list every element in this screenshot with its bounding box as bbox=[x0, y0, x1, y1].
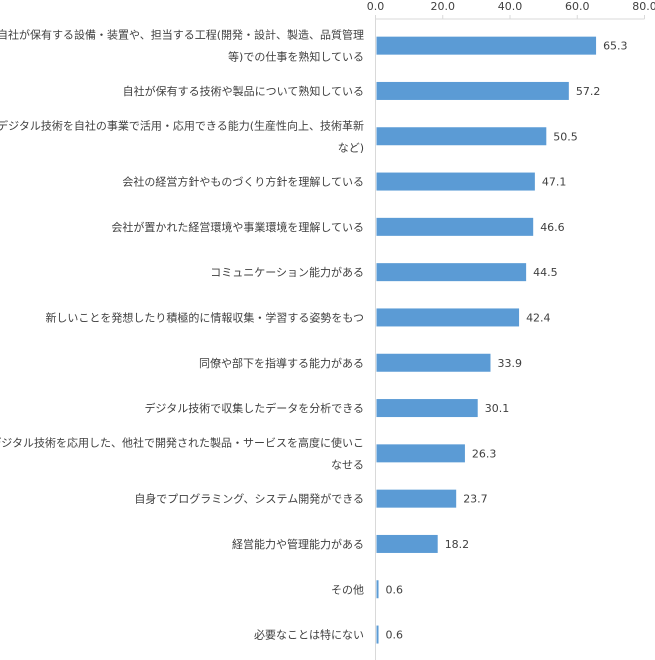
category-label: コミュニケーション能力がある bbox=[210, 265, 364, 279]
bar bbox=[376, 36, 597, 55]
value-label: 47.1 bbox=[542, 176, 567, 189]
bar bbox=[376, 399, 478, 418]
x-tick-label: 80.0 bbox=[632, 0, 655, 13]
value-label: 18.2 bbox=[445, 538, 470, 551]
bar bbox=[376, 81, 569, 100]
category-label: デジタル技術で収集したデータを分析できる bbox=[144, 401, 364, 415]
x-tick-label: 40.0 bbox=[498, 0, 523, 13]
bar bbox=[376, 353, 491, 372]
bar bbox=[376, 534, 438, 553]
category-label: 同僚や部下を指導する能力がある bbox=[199, 356, 364, 370]
category-label: など) bbox=[338, 141, 364, 154]
bar bbox=[376, 308, 520, 327]
value-label: 65.3 bbox=[603, 40, 628, 53]
x-tick-label: 20.0 bbox=[431, 0, 456, 13]
bar bbox=[376, 625, 379, 644]
category-label: 自社が保有する設備・装置や、担当する工程(開発・設計、製造、品質管理 bbox=[0, 28, 364, 42]
bar-layer bbox=[376, 36, 597, 644]
category-label: 経営能力や管理能力がある bbox=[232, 537, 364, 551]
value-label: 44.5 bbox=[533, 266, 558, 279]
bar bbox=[376, 127, 547, 146]
value-label-layer: 65.3 57.2 50.5 47.1 46.6 44.5 42.4 33.9 30.1 26.3… bbox=[386, 40, 628, 642]
category-label: 等)での仕事を熟知している bbox=[228, 50, 364, 64]
category-label: 会社の経営方針やものづくり方針を理解している bbox=[122, 175, 364, 189]
category-label: 会社が置かれた経営環境や事業環境を理解している bbox=[111, 220, 364, 234]
value-label: 30.1 bbox=[485, 402, 510, 415]
category-label: 自身でプログラミング、システム開発ができる bbox=[134, 492, 364, 506]
category-label-layer: 自社が保有する設備・装置や、担当する工程(開発・設計、製造、品質管理等)での仕事… bbox=[0, 28, 364, 642]
category-label: デジタル技術を応用した、他社で開発された製品・サービスを高度に使いこ bbox=[0, 435, 364, 449]
value-label: 0.6 bbox=[386, 629, 404, 642]
bar bbox=[376, 172, 535, 191]
bar bbox=[376, 489, 457, 508]
bar bbox=[376, 263, 527, 282]
axis-layer: 0.0 20.0 40.0 60.0 80.0 bbox=[367, 0, 655, 660]
value-label: 46.6 bbox=[540, 221, 565, 234]
category-label: その他 bbox=[331, 583, 364, 596]
category-label: なせる bbox=[331, 458, 364, 471]
category-label: 必要なことは特にない bbox=[254, 628, 364, 642]
value-label: 57.2 bbox=[576, 85, 601, 98]
category-label: デジタル技術を自社の事業で活用・応用できる能力(生産性向上、技術革新 bbox=[0, 118, 364, 132]
value-label: 26.3 bbox=[472, 447, 497, 460]
bar bbox=[376, 217, 534, 236]
bar bbox=[376, 444, 465, 463]
category-label: 自社が保有する技術や製品について熟知している bbox=[123, 84, 364, 98]
x-tick-label: 0.0 bbox=[367, 0, 385, 13]
value-label: 50.5 bbox=[553, 130, 578, 143]
value-label: 33.9 bbox=[497, 357, 522, 370]
value-label: 42.4 bbox=[526, 311, 551, 324]
value-label: 23.7 bbox=[463, 493, 488, 506]
bar bbox=[376, 580, 379, 599]
category-label: 新しいことを発想したり積極的に情報収集・学習する姿勢をもつ bbox=[45, 310, 364, 324]
x-tick-label: 60.0 bbox=[565, 0, 590, 13]
value-label: 0.6 bbox=[386, 583, 404, 596]
